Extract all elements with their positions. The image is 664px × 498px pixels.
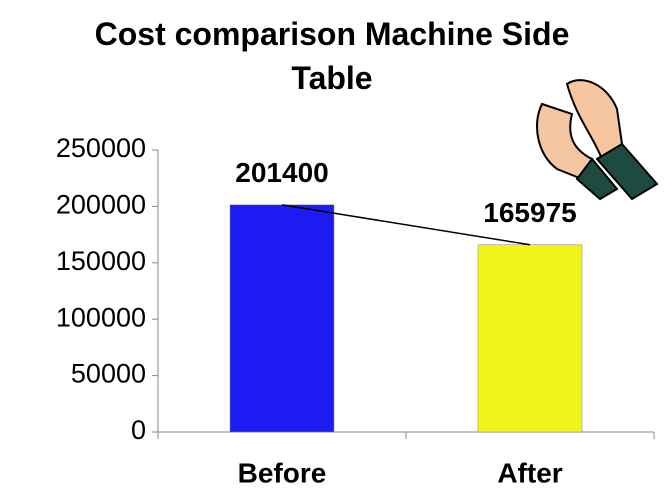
y-tick-label: 200000 — [56, 190, 146, 220]
bar — [478, 245, 582, 432]
value-label: 201400 — [235, 157, 328, 188]
y-tick-label: 250000 — [56, 133, 146, 163]
x-tick-label: Before — [238, 457, 327, 488]
y-tick-label: 150000 — [56, 246, 146, 276]
y-tick-label: 0 — [131, 415, 146, 445]
bar — [230, 205, 334, 432]
x-tick-label: After — [497, 457, 562, 488]
clapping-hands — [537, 80, 657, 199]
value-label: 165975 — [483, 197, 576, 228]
chart: 0 50000 100000 150000 200000 250000 Before 2014… — [0, 0, 664, 498]
y-tick-label: 100000 — [56, 302, 146, 332]
page: Cost comparison Machine Side Table 05000… — [0, 0, 664, 498]
y-tick-label: 50000 — [71, 359, 146, 389]
